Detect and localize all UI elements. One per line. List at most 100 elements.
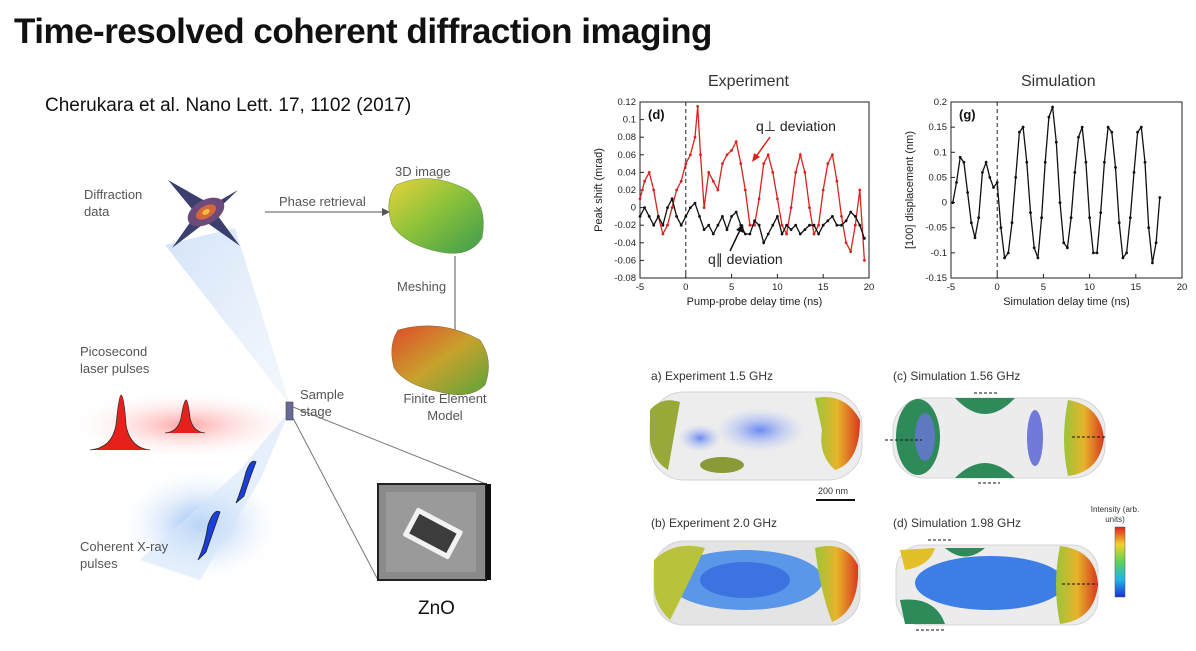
data-point — [1058, 201, 1062, 205]
data-point — [844, 219, 848, 223]
data-point — [1103, 160, 1106, 164]
data-point — [951, 201, 955, 205]
data-point — [721, 215, 724, 218]
data-point — [670, 206, 674, 210]
y-tick-label: 0.02 — [618, 185, 637, 196]
xray-pulse-2 — [235, 460, 257, 504]
data-point — [1136, 130, 1139, 134]
data-point — [785, 232, 788, 236]
data-point — [696, 105, 700, 108]
data-point — [1066, 246, 1069, 250]
data-point — [1106, 125, 1110, 129]
data-point — [958, 155, 962, 159]
data-point — [858, 188, 862, 192]
data-point — [826, 219, 830, 223]
data-point — [702, 228, 706, 232]
data-point — [1054, 140, 1058, 144]
data-point — [1006, 251, 1010, 255]
x-tick-label: 5 — [729, 282, 734, 293]
data-point — [849, 250, 853, 254]
data-point — [757, 223, 761, 227]
data-point — [803, 228, 807, 232]
y-tick-label: -0.04 — [614, 238, 636, 249]
panel-label: (d) — [648, 107, 665, 122]
q-perp-arrowhead — [752, 153, 760, 162]
sample-stage — [285, 401, 294, 421]
y-tick-label: 0.08 — [618, 132, 637, 143]
data-point — [995, 181, 999, 184]
diffracted-beam — [165, 228, 290, 405]
data-point — [977, 216, 981, 220]
data-point — [966, 191, 969, 194]
data-point — [785, 223, 788, 227]
data-point — [1029, 211, 1032, 215]
data-point — [969, 221, 973, 225]
q-par-arrow — [729, 227, 742, 252]
diffraction-pattern — [168, 180, 240, 248]
experiment-title: Experiment — [708, 73, 789, 90]
data-point — [762, 241, 766, 245]
x-tick-label: 20 — [864, 282, 875, 293]
data-point — [753, 219, 756, 223]
citation: Cherukara et al. Nano Lett. 17, 1102 (20… — [45, 95, 412, 116]
data-point — [1010, 221, 1014, 225]
colorbar-label: Intensity (arb. units) — [1090, 505, 1140, 524]
data-point — [1154, 241, 1158, 245]
data-point — [684, 162, 688, 166]
data-point — [1047, 115, 1051, 119]
data-point — [711, 232, 715, 236]
x-axis-label: Pump-probe delay time (ns) — [687, 296, 823, 308]
data-point — [808, 206, 811, 210]
y-tick-label: 0 — [942, 198, 947, 209]
y-tick-label: -0.15 — [925, 273, 947, 284]
data-point — [826, 162, 830, 166]
data-point — [666, 206, 669, 210]
data-point — [780, 223, 784, 227]
data-point — [757, 197, 761, 201]
q-par-annotation: q∥ deviation — [708, 251, 783, 267]
data-point — [693, 135, 697, 139]
data-point — [638, 215, 642, 218]
y-axis-label: [100] displacement (nm) — [904, 131, 916, 249]
data-point — [716, 188, 720, 192]
mode-b-label: (b) Experiment 2.0 GHz — [651, 516, 778, 530]
data-point — [981, 171, 984, 174]
data-point — [1051, 105, 1054, 109]
data-point — [675, 215, 678, 218]
data-point — [699, 153, 702, 157]
data-point — [707, 223, 711, 227]
y-tick-label: -0.06 — [614, 255, 636, 266]
data-point — [684, 215, 688, 218]
data-point — [1114, 166, 1117, 169]
data-point — [647, 171, 651, 174]
data-point — [643, 179, 646, 183]
data-point — [730, 215, 733, 218]
data-point — [1139, 125, 1143, 129]
panel-label: (g) — [959, 107, 976, 122]
data-point — [962, 160, 966, 164]
mode-a-image — [649, 391, 863, 481]
data-point — [821, 188, 825, 192]
data-point — [1117, 221, 1121, 225]
simulation-chart: -5 0 5 10 15 20 0.2 0.15 0.1 0.05 0 -0.05 -0.1 -0.15 S… — [904, 97, 1187, 308]
data-point — [831, 215, 834, 218]
simulation-title: Simulation — [1021, 73, 1096, 90]
data-point — [1069, 216, 1073, 220]
data-point — [973, 236, 977, 240]
data-point — [840, 215, 843, 218]
data-point — [992, 186, 995, 189]
data-point — [808, 223, 811, 227]
mode-b-image — [653, 540, 861, 626]
data-point — [1077, 135, 1080, 139]
q-par-arrowhead — [736, 224, 744, 233]
data-point — [1110, 130, 1114, 134]
data-point — [1080, 125, 1084, 129]
data-point — [858, 223, 862, 227]
x-tick-label: 20 — [1177, 282, 1188, 293]
data-point — [689, 206, 692, 210]
y-tick-label: -0.02 — [614, 220, 636, 231]
x-axis-label: Simulation delay time (ns) — [1003, 296, 1130, 308]
xray-pulse-1 — [197, 510, 221, 561]
y-tick-label: 0.12 — [618, 97, 637, 108]
mode-c-image — [885, 392, 1106, 484]
